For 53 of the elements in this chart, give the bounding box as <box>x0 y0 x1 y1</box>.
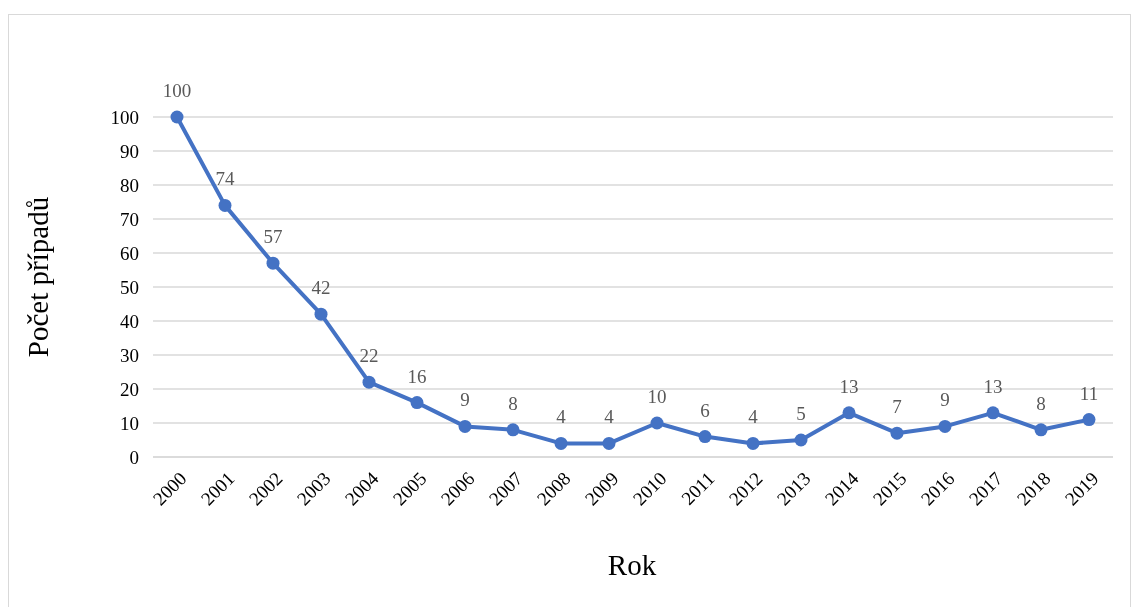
data-label: 9 <box>460 389 470 411</box>
y-tick-label: 60 <box>120 242 139 264</box>
point <box>602 436 616 450</box>
data-label: 8 <box>508 392 518 414</box>
point <box>218 198 232 212</box>
y-tick-label: 40 <box>120 310 139 332</box>
data-label: 13 <box>839 375 859 397</box>
point <box>1034 423 1048 437</box>
point <box>938 419 952 433</box>
data-label: 4 <box>556 406 567 428</box>
y-tick-label: 100 <box>110 106 139 128</box>
y-tick-label: 10 <box>120 412 139 434</box>
point <box>794 433 808 447</box>
data-label: 42 <box>311 277 331 299</box>
data-label: 7 <box>892 396 902 418</box>
point <box>410 396 424 410</box>
data-label: 11 <box>1079 382 1099 404</box>
point <box>314 307 328 321</box>
point <box>170 110 184 124</box>
data-label: 22 <box>359 345 379 367</box>
data-label: 57 <box>263 226 283 248</box>
y-tick-label: 20 <box>120 378 139 400</box>
point <box>890 426 904 440</box>
data-label: 4 <box>604 406 615 428</box>
data-label: 74 <box>215 168 235 190</box>
y-tick-label: 30 <box>120 344 139 366</box>
point <box>506 423 520 437</box>
point <box>1082 413 1096 427</box>
point <box>746 436 760 450</box>
x-axis-title: Rok <box>607 549 657 581</box>
y-tick-label: 0 <box>129 446 139 468</box>
data-label: 5 <box>796 403 806 424</box>
data-label: 9 <box>940 389 950 411</box>
data-label: 100 <box>162 80 192 101</box>
point <box>842 406 856 420</box>
point <box>362 375 376 389</box>
y-axis-title: Počet případů <box>22 196 54 358</box>
data-label: 4 <box>748 406 759 428</box>
point <box>698 430 712 444</box>
point <box>458 419 472 433</box>
y-tick-label: 90 <box>120 140 139 162</box>
y-tick-label: 70 <box>120 208 139 230</box>
point <box>554 436 568 450</box>
point <box>986 406 1000 420</box>
data-label: 6 <box>700 399 710 421</box>
point <box>650 416 664 430</box>
data-label: 13 <box>983 375 1003 397</box>
y-tick-label: 80 <box>120 174 139 196</box>
data-label: 16 <box>407 365 427 387</box>
point <box>266 256 280 270</box>
data-label: 8 <box>1036 392 1046 414</box>
y-tick-label: 50 <box>120 276 139 298</box>
data-label: 10 <box>647 386 667 407</box>
